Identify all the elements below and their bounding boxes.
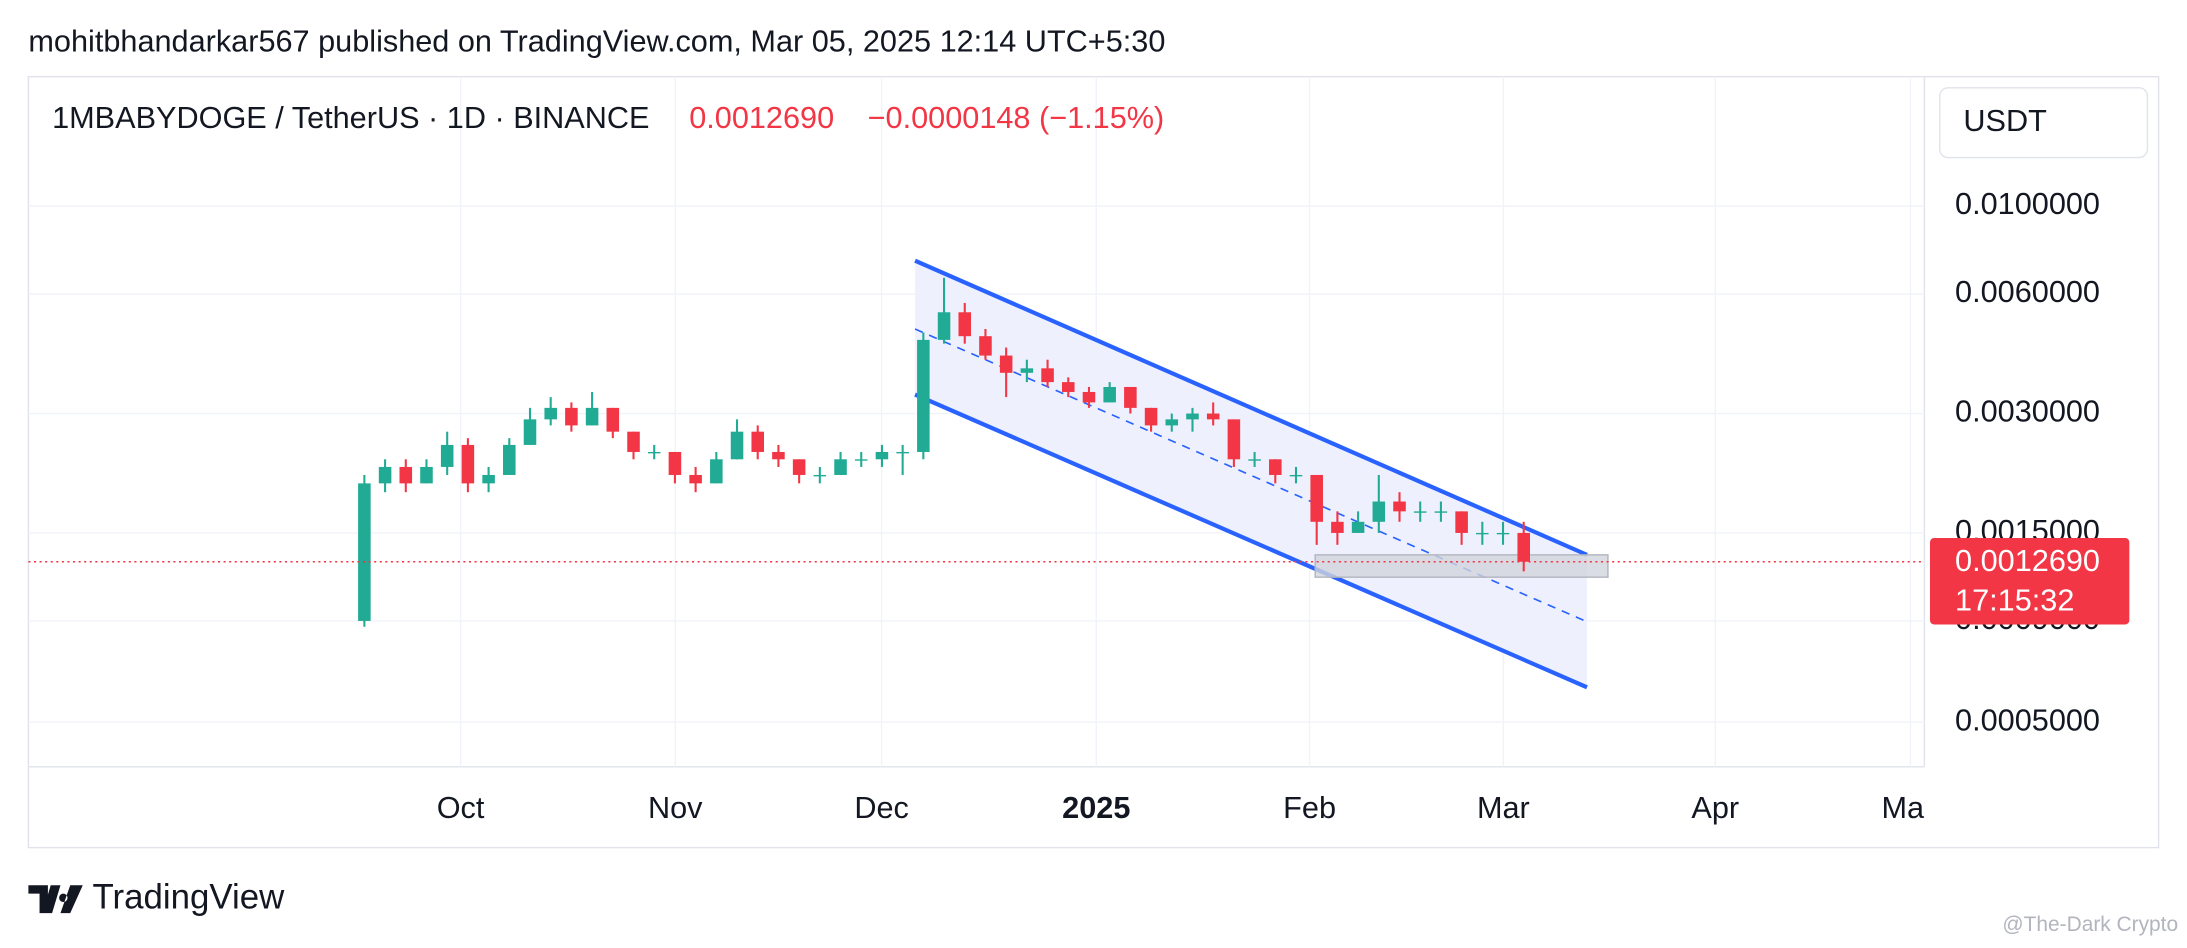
candle-body [1103,386,1116,403]
price-change: −0.0000148 (−1.15%) [868,101,1165,135]
candle-body [834,459,847,475]
candle-body [917,339,930,452]
candle-body [896,451,909,454]
publisher: mohitbhandarkar567 published on TradingV… [28,24,1165,58]
candle-body [420,466,433,484]
candle-body [730,431,744,460]
candle-body [1351,521,1365,533]
currency-button[interactable] [1939,87,2149,159]
last-price-box [1929,538,2130,625]
support-zone [1314,554,1609,578]
candle-body [523,419,537,445]
candle-body [606,407,620,432]
candle-body [1165,419,1179,426]
candle-body [565,407,578,426]
y-tick-label: 0.0060000 [1955,275,2100,309]
candle-body [1455,511,1468,533]
candle-body [1434,511,1448,513]
candle-body [1496,532,1510,535]
candle-body [647,451,661,454]
candle-body [751,431,765,452]
candle-body [710,459,723,484]
candle-body [668,451,682,475]
candle-body [1041,368,1054,383]
candle-body [958,312,972,337]
candle-body [378,466,392,484]
candle-body [585,407,599,426]
channel-upper [914,258,1588,557]
brand: TradingView [93,877,286,916]
candle-body [1413,511,1427,513]
x-tick-label: Apr [1691,791,1739,825]
candle-body [358,483,371,621]
candle-body [875,451,889,460]
candle-body [1186,413,1199,420]
candle-body [482,474,495,484]
candle-body [503,444,516,475]
candle-body [1248,459,1261,461]
candle-body [813,474,827,477]
candle-body [792,459,806,475]
currency[interactable]: USDT [1963,104,2047,138]
candle-body [1517,532,1530,562]
candle-body [1310,474,1323,522]
last-price-label: 0.0012690 [1955,544,2100,578]
x-tick-label: Feb [1283,791,1336,825]
candle-body [1476,532,1489,535]
candle-body [1124,386,1137,408]
watermark: @The-Dark Crypto [2002,913,2178,936]
candle-body [440,444,454,467]
candle-body [544,407,557,420]
x-tick-label: Nov [648,791,703,825]
candle-body [854,459,868,461]
symbol: 1MBABYDOGE / TetherUS · 1D · BINANCE [52,101,649,135]
countdown: 17:15:32 [1955,583,2074,617]
candle-body [399,466,413,484]
candle-body [1372,501,1386,522]
candle-body [1289,474,1303,477]
x-tick-label: 2025 [1062,791,1130,825]
candle-body [689,474,702,484]
candle-body [1020,368,1034,373]
candle-body [1393,501,1406,512]
candle-body [1206,413,1220,420]
y-tick-label: 0.0030000 [1955,395,2100,429]
candle-body [1061,382,1075,392]
candle-body [772,451,785,460]
x-tick-label: May [1881,791,1940,825]
y-tick-label: 0.0100000 [1955,187,2100,221]
candle-body [1331,521,1344,533]
candle-body [1144,407,1158,426]
x-tick-label: Dec [854,791,909,825]
candle-body [627,431,640,452]
last-price: 0.0012690 [689,101,834,135]
candle-body [1227,419,1241,460]
x-tick-label: Mar [1477,791,1530,825]
channel-fill [915,260,1588,688]
candle-body [937,312,951,340]
channel-lower [914,392,1588,690]
candle-body [999,355,1013,373]
candle-body [1269,459,1282,475]
logo [28,885,83,914]
candle-body [1082,391,1096,403]
x-tick-label: Oct [437,791,485,825]
x-axis: Oct Nov Dec 2025 Feb Mar Apr May [437,791,1940,825]
frame [27,75,2160,849]
candle-body [461,444,475,484]
candle-body [979,336,992,356]
y-tick-label: 0.0005000 [1955,703,2100,737]
